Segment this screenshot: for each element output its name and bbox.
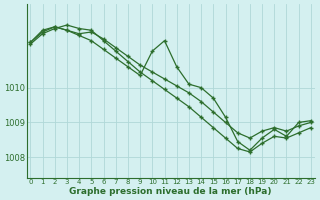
- X-axis label: Graphe pression niveau de la mer (hPa): Graphe pression niveau de la mer (hPa): [69, 187, 272, 196]
